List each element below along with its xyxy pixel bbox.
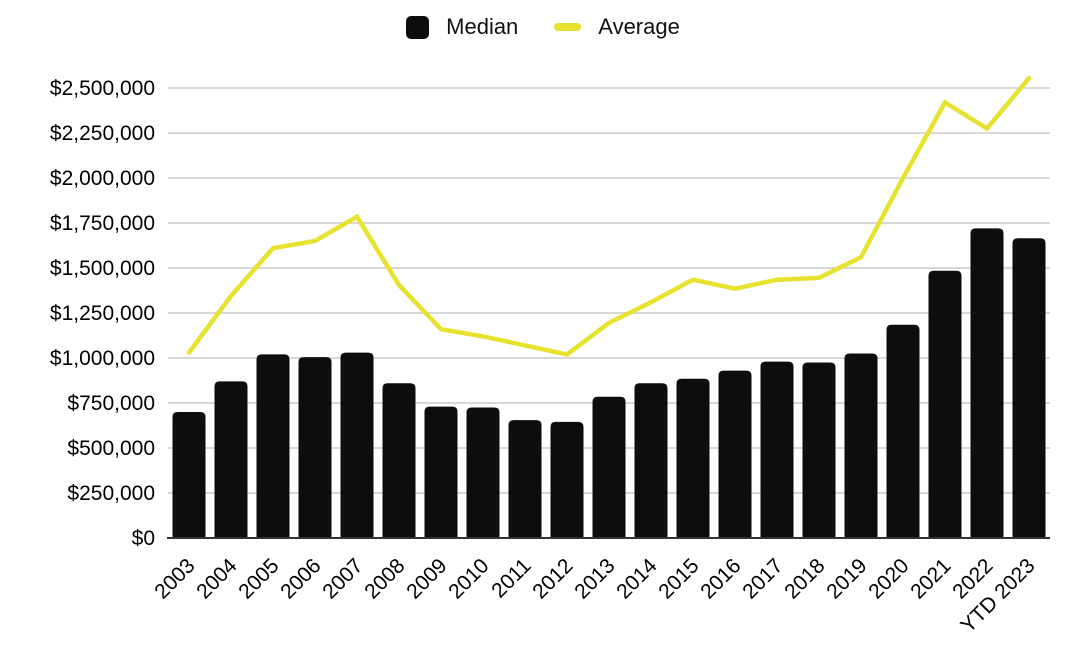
median-bar — [928, 270, 962, 538]
x-tick-label: 2016 — [696, 554, 745, 603]
x-tick-label: 2020 — [864, 554, 913, 603]
x-tick-label: 2005 — [234, 554, 283, 603]
x-tick-label: 2015 — [654, 554, 703, 603]
x-tick-label: 2019 — [822, 554, 871, 603]
x-tick-label: 2004 — [192, 554, 242, 604]
x-tick-label: 2007 — [318, 554, 367, 603]
legend-item-average: Average — [554, 14, 680, 40]
median-bar — [844, 353, 878, 538]
median-bar — [256, 354, 290, 538]
median-bar — [634, 383, 668, 538]
x-tick-label: 2012 — [528, 554, 577, 603]
legend-item-median: Median — [406, 14, 518, 40]
y-tick-label: $250,000 — [67, 482, 155, 505]
y-tick-label: $0 — [132, 527, 155, 550]
median-bar — [424, 406, 458, 538]
median-bar — [886, 324, 920, 538]
x-tick-label: 2010 — [444, 554, 493, 603]
x-tick-label: 2014 — [612, 554, 662, 604]
y-tick-label: $1,000,000 — [50, 347, 155, 370]
median-swatch-icon — [406, 15, 430, 39]
median-bar — [340, 352, 374, 538]
x-tick-label: 2009 — [402, 554, 451, 603]
y-tick-label: $2,250,000 — [50, 122, 155, 145]
median-bar — [718, 370, 752, 538]
median-bar — [298, 357, 332, 538]
y-tick-label: $1,500,000 — [50, 257, 155, 280]
x-tick-label: 2021 — [906, 554, 955, 603]
median-bar — [592, 396, 626, 538]
average-swatch-icon — [554, 23, 582, 31]
x-tick-label: 2011 — [487, 554, 535, 602]
median-bar — [466, 407, 500, 538]
y-tick-label: $1,250,000 — [50, 302, 155, 325]
median-bar — [1012, 238, 1046, 539]
median-bar — [970, 228, 1004, 538]
y-tick-label: $2,000,000 — [50, 167, 155, 190]
average-line — [186, 75, 1032, 357]
median-bar — [760, 361, 794, 538]
median-bar — [802, 362, 836, 538]
median-bar — [382, 383, 416, 538]
y-tick-label: $2,500,000 — [50, 77, 155, 100]
median-bar — [508, 420, 542, 538]
median-bar — [676, 378, 710, 538]
y-tick-label: $1,750,000 — [50, 212, 155, 235]
x-tick-label: 2018 — [780, 554, 829, 603]
legend-label-average: Average — [598, 14, 680, 39]
x-tick-label: 2017 — [738, 554, 787, 603]
median-bar — [550, 421, 584, 538]
y-tick-label: $750,000 — [67, 392, 155, 415]
x-tick-label: 2008 — [360, 554, 409, 603]
median-bar — [214, 381, 248, 538]
x-tick-label: 2006 — [276, 554, 325, 603]
y-tick-label: $500,000 — [67, 437, 155, 460]
legend-label-median: Median — [446, 14, 519, 39]
x-tick-label: 2013 — [570, 554, 619, 603]
x-tick-label: 2003 — [150, 554, 199, 603]
median-bar — [172, 412, 206, 538]
chart-legend: Median Average — [0, 14, 1086, 40]
